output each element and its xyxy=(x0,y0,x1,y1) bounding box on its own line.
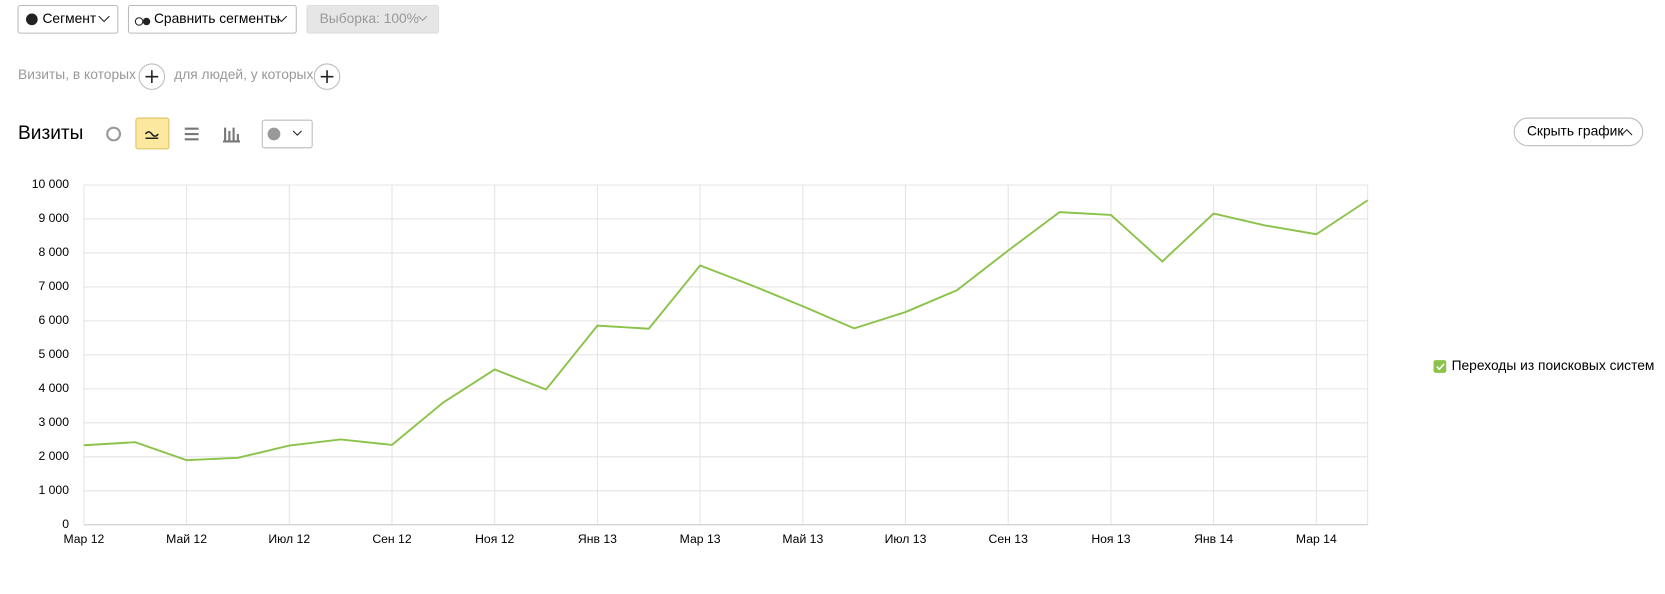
x-tick-label: Июл 12 xyxy=(268,532,310,546)
filter-people: для людей, у которых xyxy=(174,67,313,82)
filter-visits: Визиты, в которых xyxy=(18,67,136,82)
y-tick-label: 7 000 xyxy=(38,279,69,293)
x-tick-label: Ноя 13 xyxy=(1091,532,1130,546)
y-tick-label: 0 xyxy=(62,517,69,531)
x-tick-label: Мар 12 xyxy=(63,532,104,546)
y-tick-label: 10 000 xyxy=(32,177,70,191)
line-series xyxy=(83,199,1369,462)
x-tick-label: Янв 14 xyxy=(1194,532,1233,546)
hide-chart-label: Скрыть график xyxy=(1527,124,1624,139)
x-tick-label: Янв 13 xyxy=(578,532,617,546)
area-view[interactable] xyxy=(184,127,199,141)
y-tick-label: 4 000 xyxy=(38,381,69,395)
segment-button[interactable]: Сегмент xyxy=(17,4,119,34)
y-tick-label: 8 000 xyxy=(38,245,69,259)
add-people-filter[interactable] xyxy=(313,63,341,90)
add-visit-filter[interactable] xyxy=(138,63,166,90)
compare-button[interactable]: Сравнить сегменты xyxy=(127,4,297,34)
x-tick-label: Мар 13 xyxy=(680,532,721,546)
legend-check xyxy=(1436,363,1445,371)
legend-label: Переходы из поисковых систем xyxy=(1452,358,1655,373)
chart: 0 1 000 2 000 3 000 4 000 5 000 6 000 7 000 8 00… xyxy=(32,177,1655,546)
sample-label: Выборка: 100% xyxy=(320,11,419,26)
y-tick-label: 6 000 xyxy=(38,313,69,327)
y-tick-label: 5 000 xyxy=(38,347,69,361)
compare-label: Сравнить сегменты xyxy=(154,11,280,26)
y-tick-label: 2 000 xyxy=(38,449,69,463)
hide-chart-button[interactable]: Скрыть график xyxy=(1513,117,1644,147)
bar-view[interactable] xyxy=(222,127,240,143)
pie-view[interactable] xyxy=(106,126,122,142)
x-tick-label: Сен 13 xyxy=(989,532,1029,546)
x-tick-label: Май 13 xyxy=(782,532,823,546)
report-title: Визиты xyxy=(18,123,83,144)
line-view[interactable] xyxy=(135,117,170,150)
x-tick-label: Мар 14 xyxy=(1296,532,1337,546)
x-tick-label: Сен 12 xyxy=(372,532,412,546)
x-tick-label: Ноя 12 xyxy=(475,532,514,546)
y-tick-label: 1 000 xyxy=(38,483,69,497)
x-tick-label: Июл 13 xyxy=(885,532,927,546)
legend-checkbox xyxy=(1433,360,1447,373)
annotations-dropdown[interactable] xyxy=(261,119,313,149)
legend-item[interactable]: Переходы из поисковых систем xyxy=(1433,358,1655,373)
x-tick-label: Май 12 xyxy=(166,532,207,546)
segment-label: Сегмент xyxy=(42,11,96,26)
y-tick-label: 3 000 xyxy=(38,415,69,429)
y-tick-label: 9 000 xyxy=(38,211,69,225)
sample-button[interactable]: Выборка: 100% xyxy=(306,4,440,34)
